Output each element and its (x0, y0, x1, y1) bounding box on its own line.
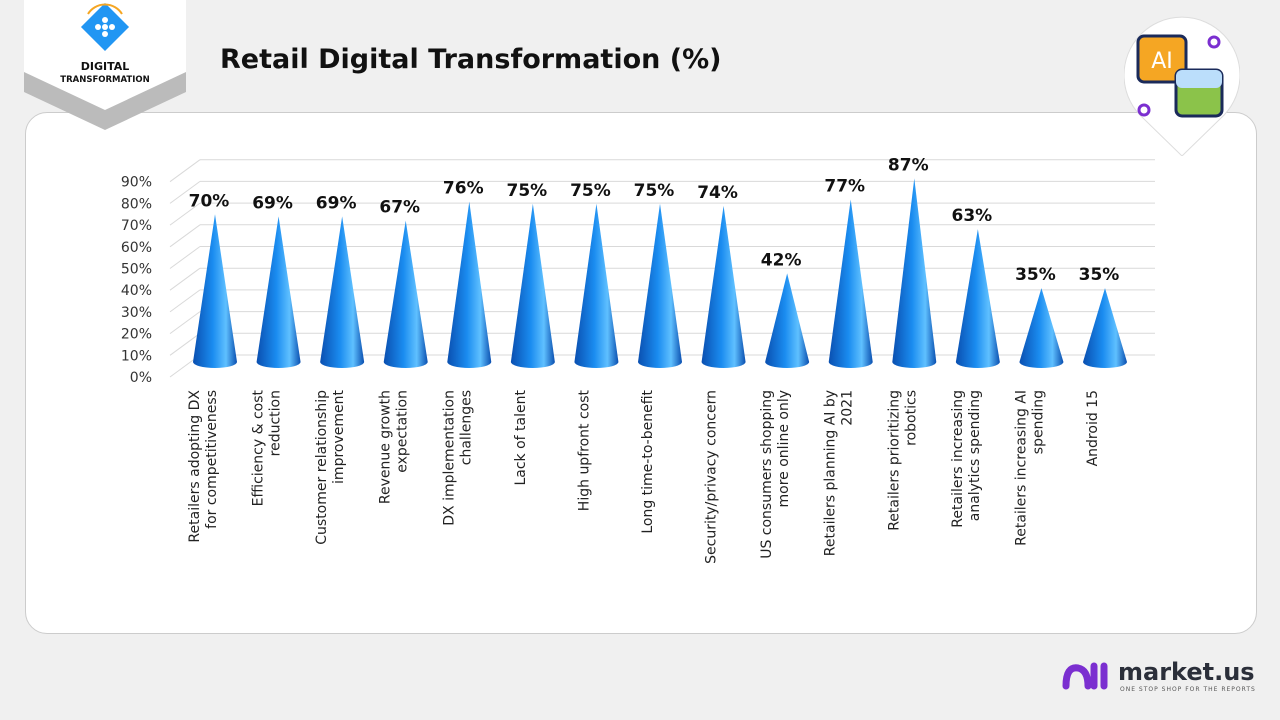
x-category-label: Efficiency & costreduction (251, 390, 284, 507)
ai-icon: AI (1124, 16, 1240, 156)
digital-transformation-badge: DIGITAL TRANSFORMATION (24, 0, 186, 130)
data-label: 69% (252, 193, 293, 213)
y-tick-label: 20% (121, 327, 152, 343)
x-category-label: Customer relationshipimprovement (314, 390, 347, 545)
x-category-label: Retailers planning AI by2021 (823, 390, 856, 556)
x-category-label: Lack of talent (513, 389, 529, 485)
data-label: 74% (697, 183, 738, 203)
page-title: Retail Digital Transformation (%) (220, 44, 722, 75)
brand-name: market.us (1118, 658, 1255, 686)
data-label: 75% (507, 181, 548, 201)
y-tick-label: 70% (121, 218, 152, 234)
gridline-depth (169, 246, 201, 269)
cone-bar (193, 214, 237, 368)
cone-bar (955, 229, 1000, 368)
data-label: 76% (443, 179, 484, 199)
data-label: 67% (379, 198, 420, 218)
y-tick-label: 40% (121, 283, 152, 299)
data-label: 70% (189, 191, 230, 211)
badge-line2: TRANSFORMATION (60, 75, 149, 85)
cone-bar (638, 203, 682, 368)
chart-card (25, 112, 1257, 634)
y-tick-label: 30% (121, 305, 152, 321)
x-category-label: Long time-to-benefit (640, 389, 656, 533)
data-label: 35% (1079, 265, 1120, 285)
data-label: 75% (570, 181, 611, 201)
y-tick-label: 90% (121, 175, 152, 191)
data-label: 42% (761, 250, 802, 270)
gridline-depth (169, 159, 201, 183)
gridline-depth (169, 224, 201, 248)
ai-text: AI (1151, 49, 1173, 74)
data-label: 75% (634, 181, 675, 201)
data-label: 35% (1015, 265, 1056, 285)
x-category-label: Android 15 (1085, 390, 1101, 466)
cone-bar (1019, 288, 1064, 368)
data-label: 77% (824, 177, 865, 197)
gridline-depth (169, 332, 201, 356)
x-category-label: Retailers adopting DXfor competitiveness (187, 390, 220, 543)
y-tick-label: 80% (121, 196, 152, 212)
gridline-depth (169, 311, 201, 335)
cone-bar (765, 273, 810, 368)
x-category-label: Retailers increasing AIspending (1013, 390, 1046, 546)
x-category-label: Revenue growthexpectation (378, 390, 411, 504)
cone-bar (447, 201, 492, 368)
x-category-label: US consumers shoppingmore online only (759, 390, 792, 559)
data-label: 87% (888, 155, 929, 175)
y-tick-label: 0% (130, 370, 152, 386)
x-category-label: Security/privacy concern (704, 390, 720, 564)
y-tick-label: 10% (121, 348, 152, 364)
y-tick-label: 60% (121, 240, 152, 256)
cone-bar (892, 178, 937, 368)
y-tick-label: 50% (121, 262, 152, 278)
x-category-label: DX implementationchallenges (441, 390, 474, 526)
x-category-label: Retailers increasinganalytics spending (950, 390, 983, 528)
circuit-chip-icon (80, 2, 130, 52)
x-category-label: Retailers prioritizingrobotics (886, 390, 919, 531)
data-label: 63% (952, 206, 993, 226)
cone-bar (256, 216, 301, 368)
gridline-depth (169, 267, 201, 291)
badge-line1: DIGITAL (81, 60, 130, 73)
cone-bar (828, 199, 873, 368)
cone-bar (510, 203, 555, 368)
cone-bar (383, 220, 428, 368)
cone-bar (574, 203, 619, 368)
gridline-depth (169, 289, 201, 313)
cone-bar (1083, 288, 1127, 368)
x-category-label: High upfront cost (576, 389, 592, 511)
market-us-logo: market.us ONE STOP SHOP FOR THE REPORTS (1062, 658, 1256, 693)
data-label: 69% (316, 193, 357, 213)
brand-tagline: ONE STOP SHOP FOR THE REPORTS (1120, 686, 1256, 693)
gridline-depth (169, 202, 201, 226)
gridline-depth (169, 180, 201, 204)
cone-bar (320, 216, 365, 368)
cone-bar (701, 205, 746, 368)
